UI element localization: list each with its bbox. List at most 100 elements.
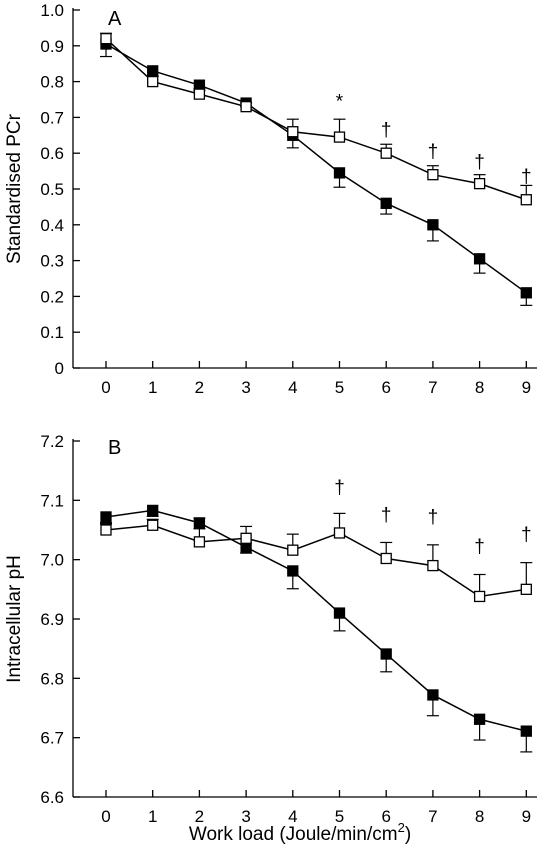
significance-marker: †	[334, 477, 345, 498]
y-tick-label: 0.4	[40, 216, 64, 235]
y-tick-label: 0.9	[40, 37, 64, 56]
y-tick-label: 6.7	[40, 729, 64, 748]
open-square-point	[147, 519, 159, 531]
y-tick-label: 0.1	[40, 323, 64, 342]
significance-marker: †	[381, 120, 392, 141]
filled-square-point	[427, 219, 439, 231]
y-tick-label: 7.2	[40, 432, 64, 451]
x-tick-label: 1	[148, 807, 157, 826]
panel-label: A	[108, 8, 122, 30]
filled-square-point	[147, 504, 159, 517]
series-line	[105, 524, 527, 598]
series-line	[105, 38, 527, 201]
x-tick-label: 4	[288, 378, 297, 397]
significance-marker: *	[336, 91, 344, 112]
open-square-point	[193, 88, 206, 100]
y-tick-label: 7.1	[40, 491, 64, 510]
x-tick-label: 0	[101, 378, 110, 397]
series-filled	[100, 38, 533, 306]
open-square-point	[473, 177, 486, 190]
series-line	[105, 43, 527, 294]
open-square-point	[427, 169, 439, 181]
filled-square-point	[333, 167, 346, 179]
filled-square-point	[520, 725, 532, 737]
open-square-point	[100, 32, 112, 45]
series-open	[100, 512, 533, 603]
significance-marker: †	[381, 505, 392, 526]
significance-marker: †	[428, 507, 439, 528]
filled-square-point	[333, 607, 346, 619]
filled-square-point	[427, 689, 439, 701]
filled-square-point	[100, 511, 112, 523]
y-tick-label: 6.9	[40, 610, 64, 629]
y-tick-label: 0.6	[40, 144, 64, 163]
open-square-point	[520, 583, 532, 595]
x-tick-label: 0	[101, 807, 110, 826]
y-tick-label: 0.5	[40, 180, 64, 199]
y-axis-title: Intracellular pH	[4, 555, 25, 683]
filled-square-point	[147, 65, 159, 77]
y-tick-label: 7.0	[40, 551, 64, 570]
filled-square-point	[473, 713, 486, 725]
y-tick-label: 0.8	[40, 73, 64, 92]
x-tick-label: 2	[195, 378, 204, 397]
open-square-point	[147, 75, 159, 88]
y-tick-label: 1.0	[40, 1, 64, 20]
y-axis-title: Standardised PCr	[4, 113, 25, 264]
x-tick-label: 9	[522, 807, 531, 826]
y-tick-label: 6.8	[40, 669, 64, 688]
y-tick-label: 0.7	[40, 108, 64, 127]
panel-a-pcr-chart: 0 0.1 0.2 0.3 0.4 0.5 0.6 0.7 0.8 0.9 1.0 0 1 2 3 4 5 6 7 8…	[4, 1, 537, 397]
y-tick-label: 0.2	[40, 287, 64, 306]
open-square-point	[240, 532, 252, 544]
filled-square-point	[520, 287, 532, 299]
x-axis-title-main: Work load (Joule/min/cm	[189, 824, 398, 845]
significance-marker: †	[474, 537, 485, 558]
significance-marker: †	[428, 141, 439, 162]
filled-square-point	[473, 253, 486, 265]
series-line	[105, 509, 527, 732]
series-filled	[100, 504, 533, 753]
y-tick-label: 0	[55, 359, 64, 378]
filled-square-point	[380, 648, 392, 660]
open-square-point	[333, 527, 346, 539]
significance-marker: †	[521, 166, 532, 187]
x-tick-label: 8	[475, 378, 484, 397]
open-square-point	[380, 147, 392, 159]
x-axis-title: Work load (Joule/min/cm2)	[189, 820, 411, 845]
open-square-point	[100, 524, 112, 536]
significance-marker: †	[521, 525, 532, 546]
filled-square-point	[380, 197, 392, 209]
open-square-point	[380, 552, 392, 565]
open-square-point	[333, 131, 346, 143]
x-tick-label: 2	[195, 807, 204, 826]
x-tick-label: 5	[335, 807, 344, 826]
significance-marker: †	[474, 152, 485, 173]
x-tick-label: 8	[475, 807, 484, 826]
x-tick-label: 3	[241, 378, 250, 397]
panel-label: B	[108, 437, 121, 459]
x-tick-label: 5	[335, 378, 344, 397]
open-square-point	[427, 559, 439, 572]
y-tick-label: 6.6	[40, 788, 64, 807]
x-tick-label: 4	[288, 807, 297, 826]
y-tick-label: 0.3	[40, 252, 64, 271]
x-tick-label: 7	[428, 378, 437, 397]
filled-square-point	[287, 565, 299, 577]
open-square-point	[287, 544, 299, 556]
open-square-point	[193, 536, 206, 548]
open-square-point	[240, 101, 252, 113]
x-tick-label: 9	[522, 378, 531, 397]
x-axis-title-sup: 2	[398, 820, 405, 835]
x-tick-label: 6	[381, 378, 390, 397]
x-tick-label: 7	[428, 807, 437, 826]
open-square-point	[473, 590, 486, 603]
open-square-point	[287, 126, 299, 138]
x-tick-label: 6	[381, 807, 390, 826]
x-tick-label: 1	[148, 378, 157, 397]
x-axis-title-close: )	[405, 824, 411, 845]
x-tick-label: 3	[241, 807, 250, 826]
panel-b-ph-chart: 6.6 6.7 6.8 6.9 7.0 7.1 7.2 0 1 2 3 4 5 6 7 8 9 Intracell…	[4, 432, 537, 826]
open-square-point	[520, 194, 532, 206]
